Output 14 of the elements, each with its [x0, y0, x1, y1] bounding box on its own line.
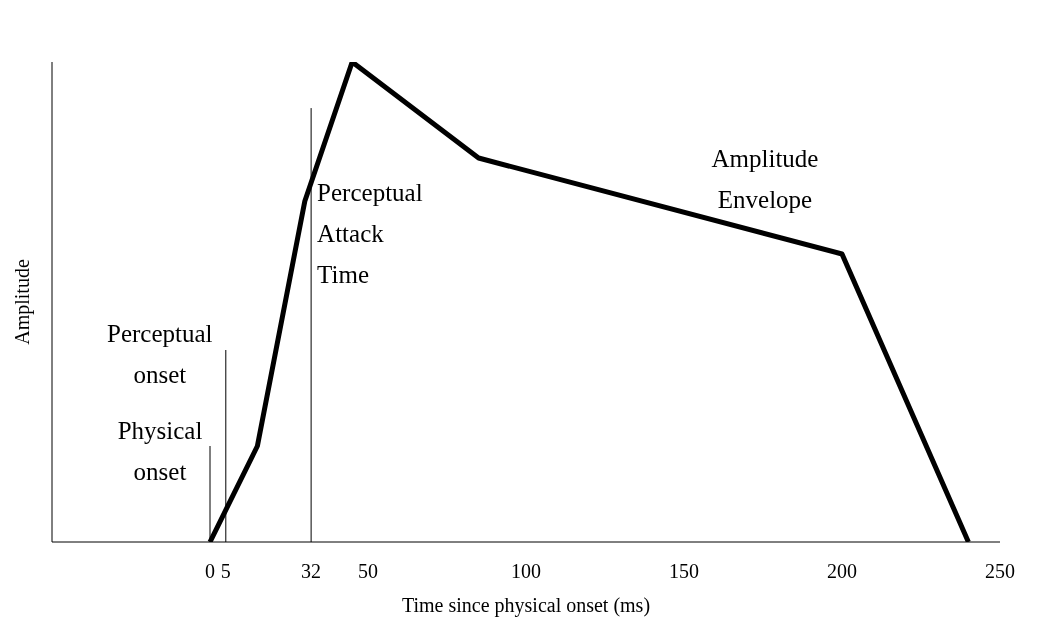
ref-line-label: Physical onset — [116, 416, 204, 487]
x-tick-label: 0 — [205, 560, 215, 583]
ref-line-label: Perceptual Attack Time — [317, 178, 424, 291]
series-label: Amplitude Envelope — [710, 144, 820, 215]
y-axis-title: Amplitude — [11, 259, 35, 345]
x-tick-label: 5 — [220, 560, 231, 583]
x-tick-label: 50 — [358, 560, 378, 583]
x-axis-title: Time since physical onset (ms) — [401, 594, 651, 617]
x-tick-label: 32 — [301, 560, 322, 583]
x-tick-label: 250 — [985, 560, 1015, 583]
ref-line-label: Perceptual onset — [106, 319, 214, 390]
x-tick-label: 100 — [511, 560, 541, 583]
x-tick-label: 150 — [669, 560, 699, 583]
x-tick-label: 200 — [827, 560, 857, 583]
